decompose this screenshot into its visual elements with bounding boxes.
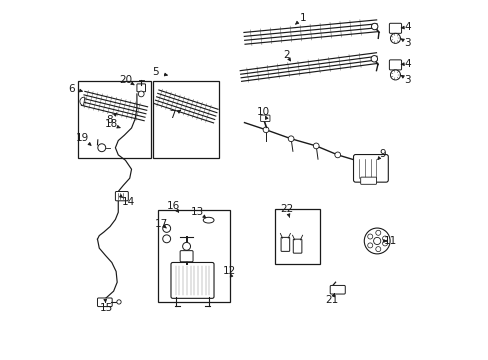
Bar (153, 81, 219, 158)
Text: 1: 1 (299, 13, 305, 23)
Circle shape (375, 247, 380, 252)
FancyBboxPatch shape (388, 23, 401, 33)
Circle shape (313, 143, 319, 149)
Bar (274, 209, 319, 264)
FancyBboxPatch shape (353, 154, 387, 182)
Circle shape (163, 225, 170, 232)
Text: 16: 16 (167, 201, 180, 211)
FancyBboxPatch shape (97, 298, 112, 307)
Circle shape (287, 136, 293, 141)
Circle shape (382, 241, 387, 246)
Circle shape (364, 228, 389, 254)
Text: 17: 17 (154, 219, 167, 229)
Circle shape (138, 91, 144, 97)
FancyBboxPatch shape (171, 262, 214, 298)
Circle shape (389, 70, 400, 80)
Text: 7: 7 (169, 111, 176, 121)
Bar (158, 211, 230, 302)
Text: 3: 3 (404, 75, 410, 85)
Ellipse shape (203, 217, 214, 223)
Circle shape (389, 33, 400, 43)
FancyBboxPatch shape (115, 192, 128, 201)
Text: 19: 19 (76, 133, 89, 143)
Circle shape (373, 237, 380, 244)
Text: 10: 10 (257, 107, 270, 117)
Text: 22: 22 (280, 204, 293, 214)
FancyBboxPatch shape (137, 84, 145, 92)
FancyBboxPatch shape (260, 115, 269, 122)
Circle shape (163, 235, 170, 243)
FancyBboxPatch shape (293, 239, 301, 253)
Circle shape (182, 242, 190, 250)
Text: 14: 14 (122, 197, 135, 207)
Circle shape (117, 300, 121, 304)
FancyBboxPatch shape (388, 60, 401, 70)
Text: 3: 3 (404, 38, 410, 48)
Circle shape (371, 23, 377, 30)
FancyBboxPatch shape (281, 237, 289, 251)
Text: 20: 20 (120, 75, 132, 85)
Wedge shape (80, 97, 85, 106)
Text: 11: 11 (384, 236, 397, 246)
Circle shape (370, 55, 377, 62)
Bar (78, 81, 151, 158)
Text: 12: 12 (223, 266, 236, 276)
Text: 8: 8 (106, 115, 113, 125)
Text: 6: 6 (68, 84, 75, 94)
Circle shape (334, 152, 340, 158)
Circle shape (263, 127, 268, 133)
Circle shape (367, 243, 372, 248)
FancyBboxPatch shape (180, 251, 193, 262)
Circle shape (375, 230, 380, 235)
FancyBboxPatch shape (360, 177, 376, 184)
FancyBboxPatch shape (329, 285, 345, 294)
Text: 4: 4 (404, 59, 410, 69)
Text: 15: 15 (100, 303, 113, 314)
Text: 9: 9 (379, 149, 386, 159)
Text: 13: 13 (191, 207, 204, 217)
Text: 5: 5 (152, 67, 159, 77)
Text: 2: 2 (283, 50, 289, 60)
Circle shape (382, 236, 387, 241)
Text: 4: 4 (404, 22, 410, 32)
Circle shape (367, 234, 372, 239)
Text: 21: 21 (325, 295, 338, 305)
Text: 18: 18 (104, 120, 118, 129)
Circle shape (98, 144, 105, 152)
